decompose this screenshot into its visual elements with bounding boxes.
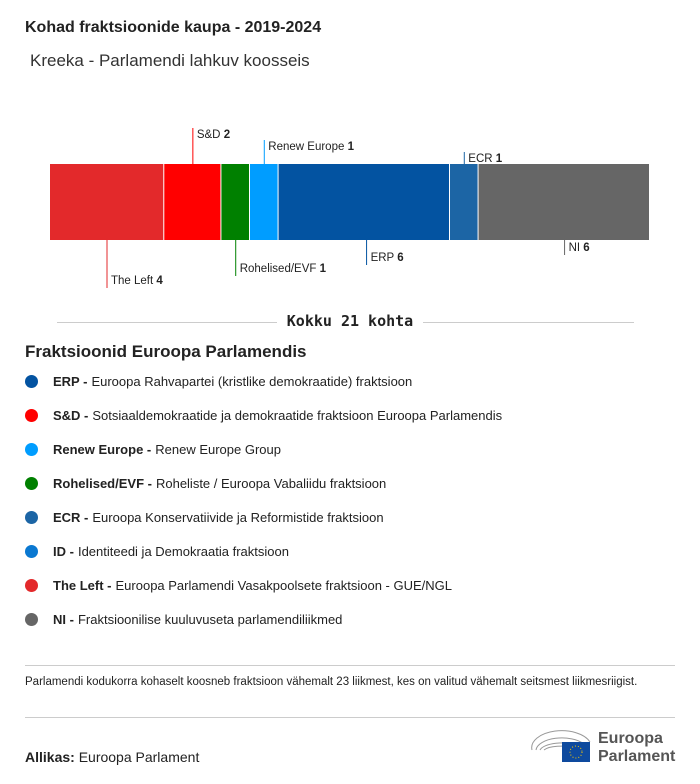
segment-value: 4 xyxy=(156,275,163,287)
segment-label: Rohelised/EVF 1 xyxy=(240,263,327,275)
legend-abbr: Rohelised/EVF - xyxy=(53,476,152,491)
legend-dot xyxy=(25,613,38,626)
segment-label: S&D 2 xyxy=(197,129,230,141)
segment-name: Rohelised/EVF xyxy=(240,263,317,275)
segment-name: ECR xyxy=(468,153,492,165)
legend-dot xyxy=(25,443,38,456)
legend-name: Sotsiaaldemokraatide ja demokraatide fra… xyxy=(92,408,503,423)
legend-abbr: ECR - xyxy=(53,510,89,525)
segment-name: S&D xyxy=(197,129,221,141)
segment-value: 6 xyxy=(583,242,589,254)
segment-value: 6 xyxy=(397,252,403,264)
legend-dot xyxy=(25,477,38,490)
parliament-logo-icon xyxy=(531,730,591,762)
segment-value: 1 xyxy=(348,141,355,153)
segment-value: 1 xyxy=(496,153,503,165)
bar-segment xyxy=(250,164,278,240)
legend-abbr: S&D - xyxy=(53,408,89,423)
legend-dot xyxy=(25,511,38,524)
legend-name: Euroopa Konservatiivide ja Reformistide … xyxy=(92,510,384,525)
bar-segment xyxy=(221,164,249,240)
legend-name: Euroopa Rahvapartei (kristlike demokraat… xyxy=(91,374,413,389)
segment-label: Renew Europe 1 xyxy=(268,141,354,153)
segment-name: The Left xyxy=(111,275,154,287)
segment-name: NI xyxy=(569,242,581,254)
legend-name: Identiteedi ja Demokraatia fraktsioon xyxy=(77,544,289,559)
bar-segment xyxy=(450,164,478,240)
bar-segment xyxy=(478,164,649,240)
chart-subtitle: Kreeka - Parlamendi lahkuv koosseis xyxy=(30,51,310,70)
legend-item: ID - Identiteedi ja Demokraatia fraktsioo… xyxy=(25,544,289,559)
source: Allikas: Euroopa Parlament xyxy=(25,749,200,765)
legend-name: Roheliste / Euroopa Vabaliidu fraktsioon xyxy=(155,476,387,491)
legend-item: Rohelised/EVF - Roheliste / Euroopa Vabal… xyxy=(25,476,386,491)
legend-dot xyxy=(25,409,38,422)
chart-title: Kohad fraktsioonide kaupa - 2019-2024 xyxy=(25,19,322,36)
segment-name: Renew Europe xyxy=(268,141,344,153)
legend-title: Fraktsioonid Euroopa Parlamendis xyxy=(25,342,307,361)
legend-dot xyxy=(25,545,38,558)
legend-abbr: ID - xyxy=(53,544,74,559)
segment-name: ERP xyxy=(371,252,395,264)
legend-item: ECR - Euroopa Konservatiivide ja Reformis… xyxy=(25,510,384,525)
segment-label: NI 6 xyxy=(569,242,590,254)
legend-name: Fraktsioonilise kuuluvuseta parlamendili… xyxy=(77,612,343,627)
legend-dot xyxy=(25,579,38,592)
legend-abbr: Renew Europe - xyxy=(53,442,152,457)
legend-item: ERP - Euroopa Rahvapartei (kristlike demo… xyxy=(25,374,412,389)
legend-item: NI - Fraktsioonilise kuuluvuseta parlamen… xyxy=(25,612,342,627)
footnote: Parlamendi kodukorra kohaselt koosneb fr… xyxy=(25,676,638,688)
bar-segment xyxy=(278,164,449,240)
legend-item: S&D - Sotsiaaldemokraatide ja demokraatid… xyxy=(25,408,502,423)
divider xyxy=(25,665,675,666)
legend-dot xyxy=(25,375,38,388)
bar-segment xyxy=(50,164,164,240)
segment-label: ERP 6 xyxy=(371,252,404,264)
legend-abbr: ERP - xyxy=(53,374,88,389)
total-label: Kokku 21 kohta xyxy=(276,312,424,330)
ep-logo: Euroopa Parlament xyxy=(530,728,675,768)
legend-name: Renew Europe Group xyxy=(155,442,281,457)
legend-name: Euroopa Parlamendi Vasakpoolsete fraktsi… xyxy=(115,578,452,593)
legend-abbr: NI - xyxy=(53,612,74,627)
legend-item: Renew Europe - Renew Europe Group xyxy=(25,442,281,457)
segment-value: 2 xyxy=(224,129,230,141)
legend-item: The Left - Euroopa Parlamendi Vasakpoolse… xyxy=(25,578,452,593)
legend-abbr: The Left - xyxy=(53,578,112,593)
segment-value: 1 xyxy=(320,263,327,275)
bar-segment xyxy=(164,164,221,240)
segment-label: The Left 4 xyxy=(111,275,163,287)
divider xyxy=(25,717,675,718)
segment-label: ECR 1 xyxy=(468,153,502,165)
